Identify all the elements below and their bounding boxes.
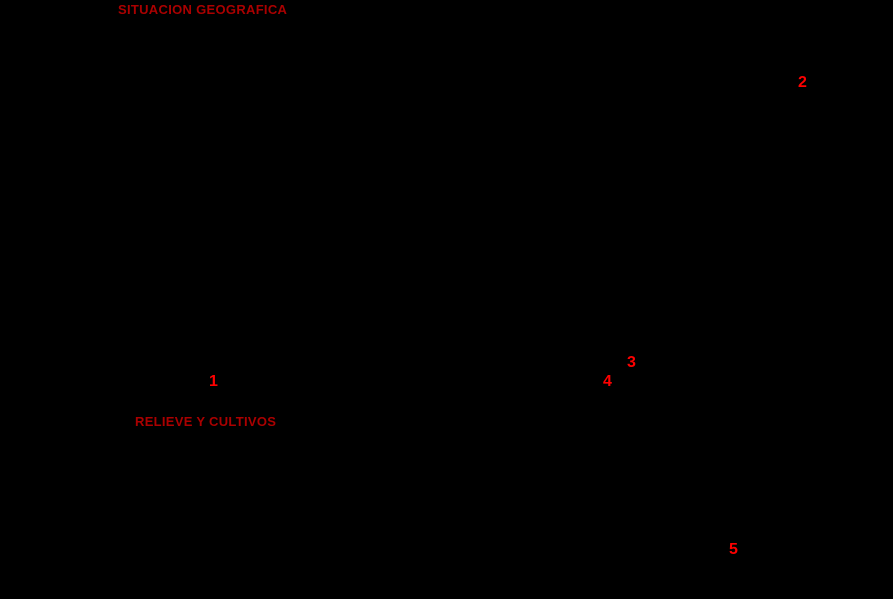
section-title-situacion-geografica: SITUACION GEOGRAFICA bbox=[118, 2, 288, 17]
map-marker-3[interactable]: 3 bbox=[627, 354, 636, 371]
map-marker-1[interactable]: 1 bbox=[209, 373, 218, 390]
map-marker-4[interactable]: 4 bbox=[603, 373, 612, 390]
map-marker-5[interactable]: 5 bbox=[729, 541, 738, 558]
map-marker-2[interactable]: 2 bbox=[798, 74, 807, 91]
section-title-relieve-y-cultivos: RELIEVE Y CULTIVOS bbox=[135, 414, 277, 429]
